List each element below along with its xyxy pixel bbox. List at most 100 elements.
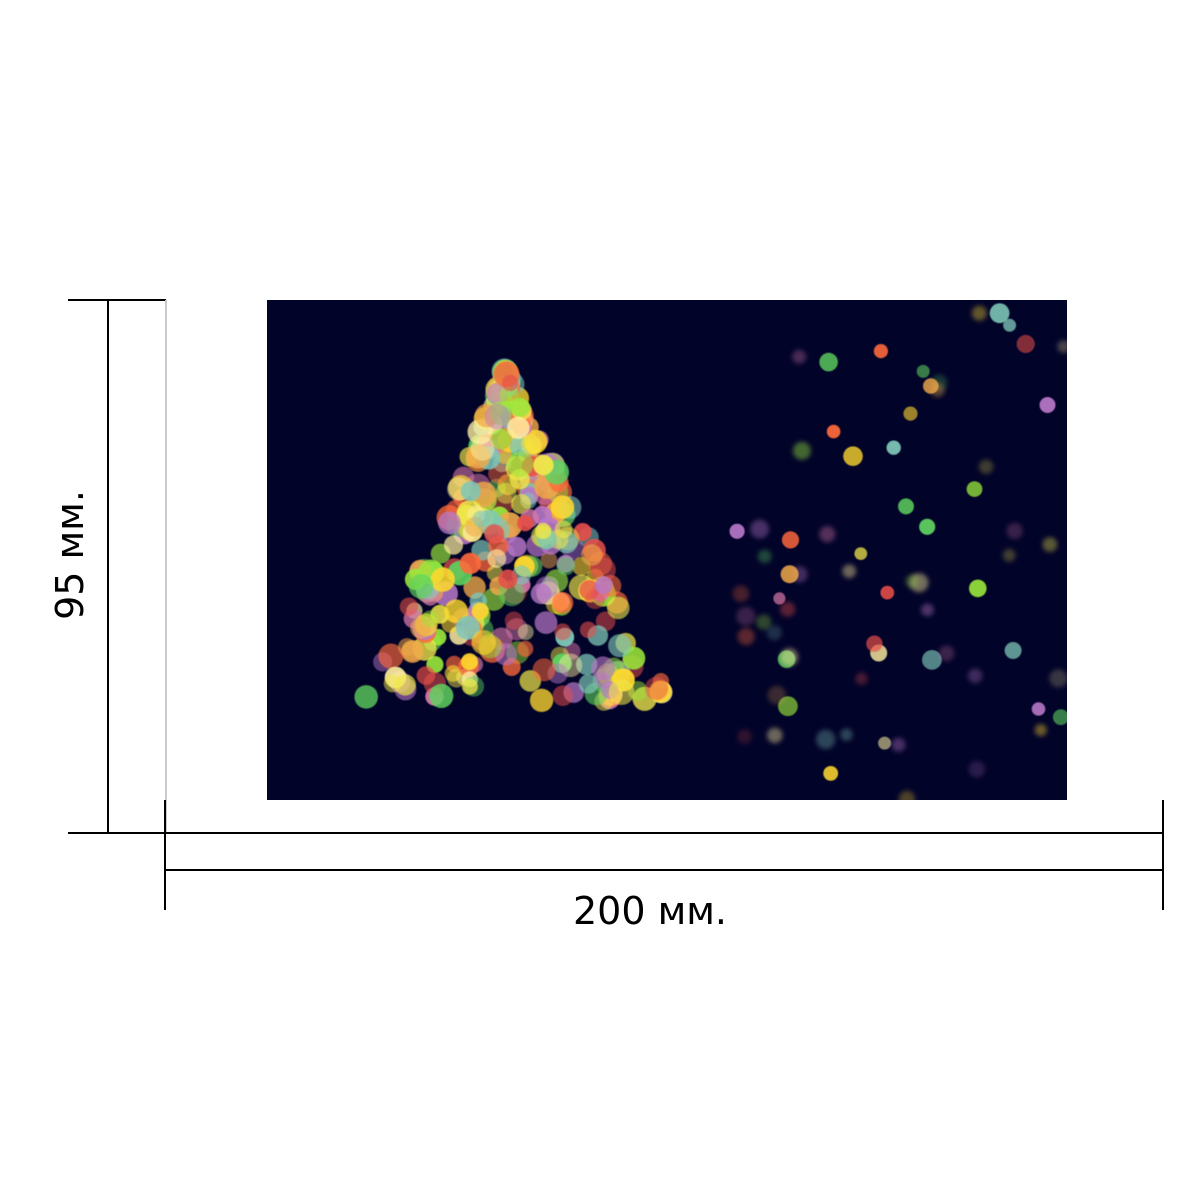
bokeh-light: [898, 790, 915, 800]
bokeh-lights-image: [354, 303, 1067, 800]
bokeh-light: [443, 535, 464, 555]
bokeh-light: [903, 406, 918, 421]
bokeh-light: [737, 628, 755, 646]
bokeh-light: [607, 596, 630, 620]
bokeh-light: [551, 592, 574, 614]
bokeh-light: [732, 585, 750, 603]
bokeh-light: [916, 364, 930, 378]
bokeh-light: [840, 728, 853, 741]
bokeh-light: [1049, 669, 1067, 688]
bokeh-light: [792, 441, 811, 460]
bokeh-light: [905, 574, 919, 588]
bokeh-light: [398, 638, 416, 657]
bokeh-light: [470, 436, 495, 461]
bokeh-light: [487, 549, 507, 568]
bokeh-light: [535, 576, 558, 599]
bokeh-light: [579, 579, 600, 600]
bokeh-light: [780, 648, 799, 667]
bokeh-light: [736, 606, 756, 626]
bokeh-light: [510, 397, 530, 418]
bokeh-light: [520, 434, 542, 455]
bokeh-light: [529, 688, 554, 712]
bokeh-light: [767, 685, 787, 705]
bokeh-light: [408, 574, 434, 599]
bokeh-light: [581, 544, 603, 566]
bokeh-light: [459, 552, 482, 575]
bokeh-light: [504, 611, 523, 630]
christmas-tree-lights: [354, 358, 673, 712]
bokeh-light: [461, 678, 478, 695]
bokeh-light: [737, 729, 752, 744]
bokeh-light: [773, 592, 786, 605]
bokeh-light: [644, 676, 669, 701]
bokeh-light: [971, 305, 987, 321]
bokeh-light: [1034, 724, 1047, 737]
bokeh-light: [921, 603, 934, 617]
bokeh-light: [554, 520, 573, 539]
bokeh-light: [967, 668, 983, 684]
bokeh-light: [608, 634, 632, 658]
bokeh-light: [1002, 548, 1016, 562]
bokeh-light: [1003, 318, 1017, 332]
bokeh-light: [878, 736, 892, 750]
bokeh-light: [579, 621, 597, 639]
bokeh-light: [550, 495, 575, 519]
bokeh-light: [729, 523, 745, 539]
bokeh-light: [490, 429, 512, 450]
bokeh-light: [552, 685, 574, 706]
bokeh-light: [517, 640, 534, 657]
bokeh-light: [819, 526, 836, 543]
bokeh-light: [461, 653, 478, 671]
bokeh-light: [930, 383, 945, 398]
bokeh-light: [978, 459, 994, 474]
bokeh-light: [556, 556, 576, 576]
bokeh-light: [969, 579, 987, 598]
bokeh-light: [1039, 397, 1056, 413]
bokeh-light: [1042, 537, 1058, 552]
bokeh-light: [416, 666, 436, 685]
bokeh-light: [1004, 642, 1022, 659]
bokeh-light: [472, 510, 490, 528]
bokeh-light: [517, 515, 534, 532]
bokeh-light: [608, 679, 635, 705]
bokeh-light: [781, 531, 800, 549]
bokeh-light: [507, 416, 530, 439]
bokeh-light: [455, 616, 480, 640]
bokeh-light: [354, 685, 378, 709]
bokeh-light: [502, 374, 519, 392]
bokeh-light: [880, 585, 895, 600]
bokeh-light: [438, 511, 461, 535]
scattered-lights: [729, 303, 1067, 800]
height-label: 95 мм.: [48, 490, 92, 620]
bokeh-light: [1031, 702, 1046, 716]
bokeh-light: [866, 635, 883, 652]
bokeh-light: [757, 549, 772, 564]
bokeh-light: [444, 599, 468, 624]
bokeh-light: [842, 564, 857, 579]
bokeh-light: [823, 766, 839, 781]
bokeh-light: [535, 522, 552, 540]
bokeh-light: [399, 597, 418, 616]
bokeh-light: [968, 761, 986, 778]
width-label: 200 мм.: [572, 889, 728, 933]
bokeh-light: [532, 658, 556, 682]
bokeh-light: [511, 494, 531, 514]
bokeh-light: [1052, 709, 1067, 726]
bokeh-light: [756, 614, 772, 630]
bokeh-light: [989, 303, 1010, 324]
bokeh-light: [383, 674, 402, 693]
bokeh-light: [498, 569, 518, 589]
bokeh-light: [554, 623, 571, 641]
bokeh-light: [854, 547, 868, 560]
product-image: [267, 300, 1067, 800]
bokeh-light: [816, 729, 836, 750]
bokeh-light: [594, 576, 613, 595]
bokeh-light: [873, 344, 889, 359]
bokeh-light: [591, 656, 615, 681]
bokeh-light: [891, 737, 906, 752]
bokeh-light: [843, 446, 863, 466]
bokeh-light: [1057, 340, 1067, 353]
bokeh-light: [898, 498, 914, 515]
bokeh-light: [429, 683, 454, 708]
